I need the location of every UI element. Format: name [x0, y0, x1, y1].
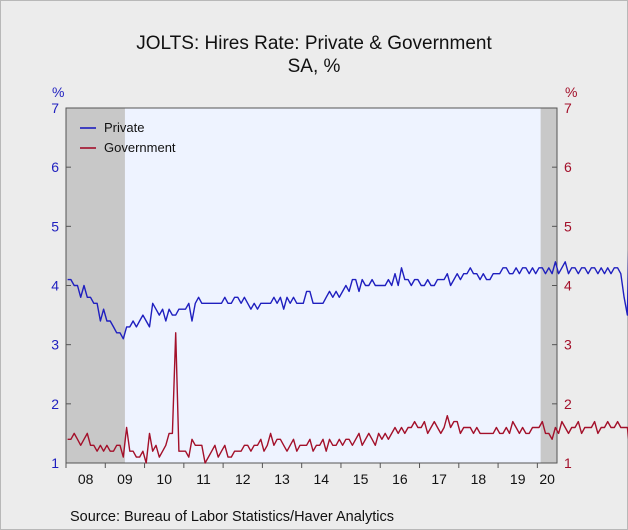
recession-band-1 — [540, 108, 557, 463]
right-y-tick-label: 6 — [564, 159, 572, 175]
x-tick-label: 11 — [196, 471, 211, 487]
x-tick-label: 10 — [156, 471, 172, 487]
x-tick-label: 16 — [392, 471, 408, 487]
right-y-tick-label: 1 — [564, 455, 572, 471]
plot-area — [66, 108, 557, 463]
x-tick-label: 19 — [510, 471, 526, 487]
source-note: Source: Bureau of Labor Statistics/Haver… — [70, 509, 394, 525]
right-y-tick-label: 3 — [564, 337, 572, 353]
left-y-tick-label: 4 — [51, 278, 59, 294]
left-y-tick-label: 1 — [51, 455, 59, 471]
chart-subtitle: SA, % — [287, 56, 341, 77]
left-y-tick-label: 6 — [51, 159, 59, 175]
x-tick-label: 13 — [274, 471, 290, 487]
x-tick-label: 14 — [314, 471, 330, 487]
series-line-government — [67, 332, 628, 464]
x-tick-label: 09 — [117, 471, 133, 487]
right-y-tick-label: 2 — [564, 396, 572, 412]
series-line-private — [67, 250, 628, 340]
x-tick-label: 15 — [353, 471, 369, 487]
x-tick-label: 18 — [471, 471, 487, 487]
left-y-tick-label: 5 — [51, 218, 59, 234]
right-y-tick-label: 4 — [564, 278, 572, 294]
x-tick-label: 20 — [539, 471, 555, 487]
x-tick-label: 08 — [78, 471, 94, 487]
legend-label-private: Private — [104, 120, 144, 135]
chart-title: JOLTS: Hires Rate: Private & Government — [136, 33, 492, 54]
left-axis-unit: % — [52, 84, 65, 100]
legend-label-government: Government — [104, 140, 176, 155]
left-y-tick-label: 2 — [51, 396, 59, 412]
left-y-tick-label: 3 — [51, 337, 59, 353]
x-tick-label: 12 — [235, 471, 251, 487]
right-axis-unit: % — [565, 84, 578, 100]
x-tick-label: 17 — [431, 471, 447, 487]
right-y-tick-label: 5 — [564, 218, 572, 234]
left-y-tick-label: 7 — [51, 100, 59, 116]
right-y-tick-label: 7 — [564, 100, 572, 116]
